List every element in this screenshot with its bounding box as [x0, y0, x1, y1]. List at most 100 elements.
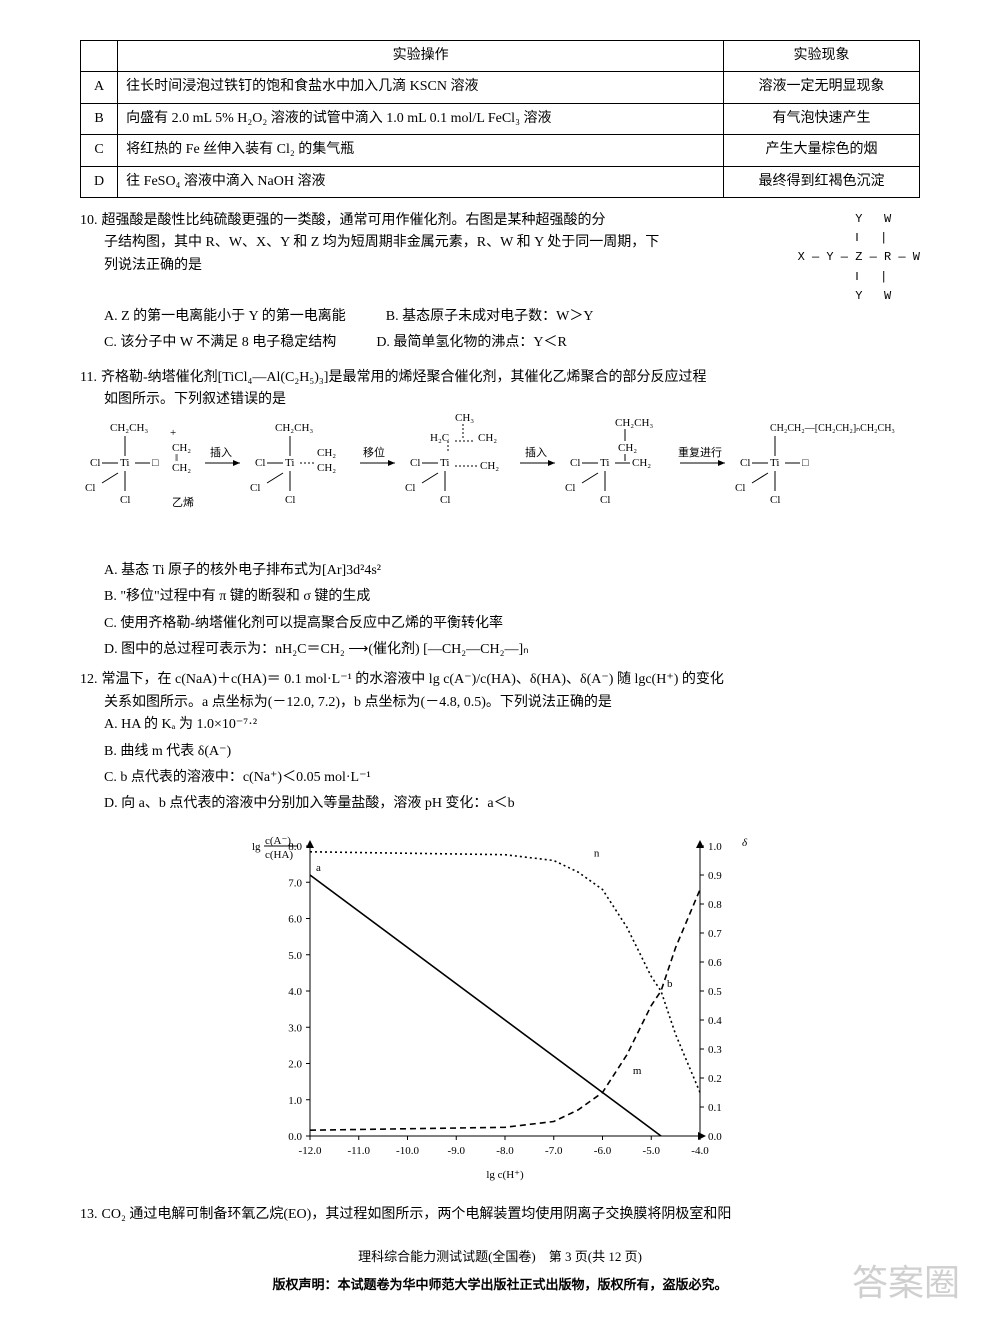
svg-text:-8.0: -8.0	[496, 1145, 514, 1157]
svg-text:CH₂CH₃: CH₂CH₃	[275, 422, 313, 434]
svg-text:移位: 移位	[363, 445, 385, 459]
q12-num: 12.	[80, 672, 98, 687]
svg-text:4.0: 4.0	[288, 986, 302, 998]
svg-text:CH₂: CH₂	[478, 432, 497, 444]
cell-obs: 最终得到红褐色沉淀	[724, 166, 920, 197]
svg-text:δ: δ	[742, 837, 748, 849]
cell-label: D	[81, 166, 118, 197]
svg-text:0.7: 0.7	[708, 928, 722, 940]
q10-num: 10.	[80, 213, 98, 228]
cell-label: C	[81, 135, 118, 166]
table-row: D 往 FeSO₄ 溶液中滴入 NaOH 溶液 最终得到红褐色沉淀	[81, 166, 920, 197]
svg-text:c(A⁻): c(A⁻)	[265, 835, 291, 847]
svg-text:n: n	[594, 847, 600, 859]
q12-opt-a: A. HA 的 Kₐ 为 1.0×10⁻⁷·²	[104, 714, 920, 736]
q13-text: CO₂ 通过电解可制备环氧乙烷(EO)，其过程如图所示，两个电解装置均使用阴离子…	[102, 1207, 732, 1222]
svg-text:2.0: 2.0	[288, 1058, 302, 1070]
svg-text:□: □	[152, 457, 159, 469]
q12-text1: 常温下，在 c(NaA)＋c(HA)＝ 0.1 mol·L⁻¹ 的水溶液中 lg…	[102, 672, 724, 687]
svg-text:Cl: Cl	[85, 482, 95, 494]
svg-text:Cl: Cl	[565, 482, 575, 494]
q12-text2: 关系如图所示。a 点坐标为(－12.0, 7.2)，b 点坐标为(－4.8, 0…	[104, 692, 920, 714]
svg-text:0.0: 0.0	[288, 1131, 302, 1143]
table-row: A 往长时间浸泡过铁钉的饱和食盐水中加入几滴 KSCN 溶液 溶液一定无明显现象	[81, 72, 920, 103]
svg-text:0.0: 0.0	[708, 1131, 722, 1143]
svg-text:0.6: 0.6	[708, 957, 722, 969]
stamp-watermark: 答案圈	[852, 1255, 960, 1313]
svg-text:Cl: Cl	[250, 482, 260, 494]
svg-text:-6.0: -6.0	[594, 1145, 612, 1157]
svg-text:CH₂CH₂—[CH₂CH₂]ₙCH₂CH₃: CH₂CH₂—[CH₂CH₂]ₙCH₂CH₃	[770, 423, 895, 434]
svg-text:0.4: 0.4	[708, 1015, 722, 1027]
cell-op: 向盛有 2.0 mL 5% H₂O₂ 溶液的试管中滴入 1.0 mL 0.1 m…	[118, 103, 724, 134]
svg-text:Ti: Ti	[120, 457, 129, 469]
svg-text:Ti: Ti	[770, 457, 779, 469]
svg-text:5.0: 5.0	[288, 950, 302, 962]
svg-text:c(HA): c(HA)	[265, 849, 293, 861]
svg-text:CH₂: CH₂	[172, 462, 191, 474]
copyright: 版权声明：本试题卷为华中师范大学出版社正式出版物，版权所有，盗版必究。	[80, 1275, 920, 1296]
svg-text:Cl: Cl	[600, 494, 610, 506]
cell-op: 往长时间浸泡过铁钉的饱和食盐水中加入几滴 KSCN 溶液	[118, 72, 724, 103]
q11-opt-b: B. "移位"过程中有 π 键的断裂和 σ 键的生成	[104, 586, 920, 608]
svg-text:□: □	[802, 457, 809, 469]
svg-text:CH₂: CH₂	[480, 460, 499, 472]
th-blank	[81, 41, 118, 72]
question-13: 13. CO₂ 通过电解可制备环氧乙烷(EO)，其过程如图所示，两个电解装置均使用…	[80, 1204, 920, 1226]
svg-text:Ti: Ti	[600, 457, 609, 469]
q10-opt-d: D. 最简单氢化物的沸点：Y＜R	[376, 332, 567, 354]
svg-text:Cl: Cl	[770, 494, 780, 506]
svg-text:Cl: Cl	[440, 494, 450, 506]
svg-text:b: b	[667, 978, 673, 990]
svg-text:Cl: Cl	[255, 457, 265, 469]
svg-text:插入: 插入	[210, 445, 232, 459]
svg-text:Cl: Cl	[570, 457, 580, 469]
q10-opt-c: C. 该分子中 W 不满足 8 电子稳定结构	[104, 332, 336, 354]
svg-text:Cl: Cl	[285, 494, 295, 506]
svg-text:0.9: 0.9	[708, 870, 722, 882]
svg-text:-9.0: -9.0	[448, 1145, 466, 1157]
svg-text:CH₂: CH₂	[317, 462, 336, 474]
q11-mechanism-diagram: text{font-size:11px;font-family:serif} C…	[80, 411, 920, 559]
svg-text:乙烯: 乙烯	[172, 496, 194, 509]
svg-text:Cl: Cl	[735, 482, 745, 494]
svg-text:-12.0: -12.0	[299, 1145, 322, 1157]
svg-text:CH₂CH₃: CH₂CH₃	[615, 417, 653, 429]
svg-text:CH₃: CH₃	[455, 412, 474, 424]
table-row: C 将红热的 Fe 丝伸入装有 Cl₂ 的集气瓶 产生大量棕色的烟	[81, 135, 920, 166]
q12-opt-d: D. 向 a、b 点代表的溶液中分别加入等量盐酸，溶液 pH 变化：a＜b	[104, 793, 920, 815]
svg-text:Cl: Cl	[120, 494, 130, 506]
q11-num: 11.	[80, 370, 97, 385]
svg-text:CH₂: CH₂	[317, 447, 336, 459]
svg-text:CH₂CH₃: CH₂CH₃	[110, 422, 148, 434]
q11-opt-a: A. 基态 Ti 原子的核外电子排布式为[Ar]3d²4s²	[104, 560, 920, 582]
svg-text:0.2: 0.2	[708, 1073, 722, 1085]
cell-label: B	[81, 103, 118, 134]
svg-text:1.0: 1.0	[288, 1095, 302, 1107]
svg-text:H₂C: H₂C	[430, 432, 449, 444]
cell-op: 往 FeSO₄ 溶液中滴入 NaOH 溶液	[118, 166, 724, 197]
svg-text:0.5: 0.5	[708, 986, 722, 998]
page-footer: 理科综合能力测试试题(全国卷) 第 3 页(共 12 页)	[80, 1247, 920, 1268]
question-11: 11.齐格勒-纳塔催化剂[TiCl₄—Al(C₂H₅)₃]是最常用的烯烃聚合催化…	[80, 367, 920, 662]
question-12: 12. 常温下，在 c(NaA)＋c(HA)＝ 0.1 mol·L⁻¹ 的水溶液中…	[80, 669, 920, 1194]
table-row: B 向盛有 2.0 mL 5% H₂O₂ 溶液的试管中滴入 1.0 mL 0.1…	[81, 103, 920, 134]
svg-text:插入: 插入	[525, 445, 547, 459]
svg-text:-4.0: -4.0	[691, 1145, 709, 1157]
svg-text:a: a	[316, 862, 321, 874]
svg-text:CH₂: CH₂	[618, 442, 637, 454]
question-10: Y W ‖ | X — Y — Z — R — W ‖ | Y W 10.超强酸…	[80, 210, 920, 359]
svg-text:-11.0: -11.0	[347, 1145, 370, 1157]
cell-label: A	[81, 72, 118, 103]
svg-text:7.0: 7.0	[288, 877, 302, 889]
svg-text:Cl: Cl	[410, 457, 420, 469]
q12-chart: 0.01.02.03.04.05.06.07.08.00.00.10.20.30…	[240, 826, 760, 1194]
copyright-text: 版权声明：本试题卷为华中师范大学出版社正式出版物，版权所有，盗版必究。	[272, 1277, 727, 1292]
q10-text1: 超强酸是酸性比纯硫酸更强的一类酸，通常可用作催化剂。右图是某种超强酸的分	[102, 213, 606, 228]
cell-obs: 产生大量棕色的烟	[724, 135, 920, 166]
svg-text:lg c(H⁺): lg c(H⁺)	[486, 1169, 524, 1181]
svg-text:0.1: 0.1	[708, 1102, 722, 1114]
q13-num: 13.	[80, 1207, 98, 1222]
svg-text:-10.0: -10.0	[396, 1145, 419, 1157]
svg-text:1.0: 1.0	[708, 841, 722, 853]
